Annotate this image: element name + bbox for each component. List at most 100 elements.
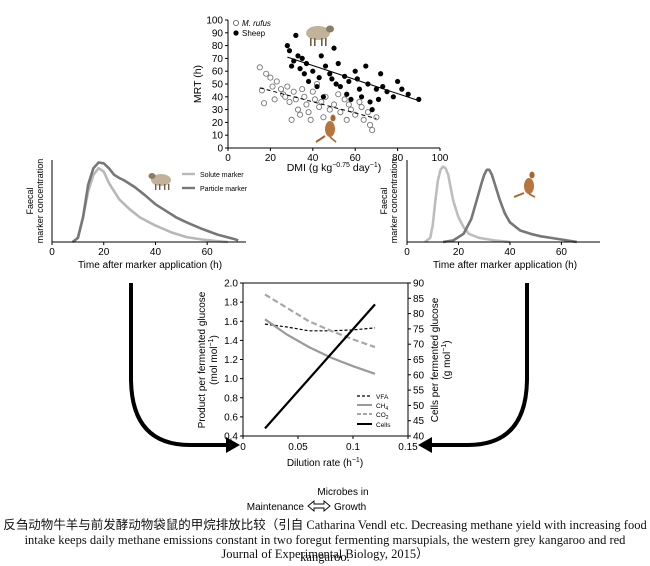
scatter-point-m-rufus <box>343 116 350 123</box>
bottom-ylabel-right: Cells per fermented glucose(g mol−1) <box>430 297 453 422</box>
legend-label-m-rufus: M. rufus <box>242 19 271 28</box>
scatter-point-m-rufus <box>326 106 333 113</box>
right-ticks-group: 0 20 40 60 <box>404 242 567 258</box>
scatter-point-sheep <box>358 94 365 100</box>
scatter-point-m-rufus <box>303 101 310 108</box>
kangaroo-illustration <box>315 114 337 143</box>
bottom-ytick-right-label: 70 <box>413 340 425 351</box>
scatter-point-m-rufus <box>290 88 297 95</box>
bottom-ytick-right-label: 45 <box>413 416 425 427</box>
scatter-point-m-rufus <box>337 109 344 116</box>
scatter-point-sheep <box>305 78 312 85</box>
scatter-point-m-rufus <box>269 83 276 90</box>
scatter-point-m-rufus <box>282 93 289 100</box>
bottom-xtick-label: 0 <box>240 442 246 453</box>
scatter-xtick-label: 60 <box>350 153 362 164</box>
scatter-xtick-label: 100 <box>432 153 449 164</box>
scatter-point-m-rufus <box>286 98 293 105</box>
scatter-xlabel-sup: −0.75 <box>332 162 350 169</box>
scatter-point-m-rufus <box>297 111 304 118</box>
bottom-ytick-right-label: 40 <box>413 432 425 443</box>
scatter-point-sheep <box>363 63 369 69</box>
scatter-point-m-rufus <box>356 98 363 105</box>
scatter-point-sheep <box>318 53 324 59</box>
scatter-point-sheep <box>335 60 341 67</box>
legend-marker-m-rufus <box>232 19 240 27</box>
series-line-ch4 <box>264 318 376 375</box>
left-legend-solute: Solute marker <box>200 172 244 179</box>
scatter-point-sheep <box>293 32 299 38</box>
bottom-ytick-right-label: 80 <box>413 309 425 320</box>
kangaroo-small-illustration <box>513 171 536 198</box>
scatter-point-m-rufus <box>267 74 274 81</box>
caption-line-1: 反刍动物牛羊与前发酵动物袋鼠的甲烷排放比较（引自 Catharina Vendl… <box>3 518 647 532</box>
scatter-point-m-rufus <box>345 101 352 108</box>
series-line-vfa <box>264 323 376 332</box>
scatter-ytick-label: 70 <box>212 54 224 65</box>
curve-particle-marker <box>442 168 578 244</box>
bottom-ylabel-left: Product per fermented glucose(mol mol−1) <box>197 291 220 428</box>
scatter-points-group <box>256 32 422 134</box>
dilution-rate-chart: 0 0.05 0.1 0.15 0.4 0.6 0.8 1.0 1.2 1.4 1.6 1.8 2.0 4… <box>197 279 453 470</box>
fit-line-m-rufus <box>259 87 377 120</box>
left-marker-curves <box>71 161 239 244</box>
scatter-point-m-rufus <box>284 83 291 90</box>
scatter-point-sheep <box>289 63 295 69</box>
scatter-point-sheep <box>286 48 293 54</box>
left-ylabel: Faecalmarker concentration <box>25 159 45 244</box>
scatter-point-sheep <box>299 55 305 62</box>
legend-marker-sheep <box>233 30 239 36</box>
legend-label-ch4: CH4 <box>376 403 388 412</box>
scatter-point-sheep <box>310 68 316 74</box>
legend-label-vfa: VFA <box>376 394 389 401</box>
scatter-ytick-label: 40 <box>212 92 224 103</box>
marker-xtick-label: 60 <box>556 247 568 258</box>
scatter-point-m-rufus <box>299 86 306 93</box>
bottom-ticks-group: 0 0.05 0.1 0.15 0.4 0.6 0.8 1.0 1.2 1.4 1.6 1.8 2.0 4… <box>224 279 424 454</box>
maintenance-label: Maintenance <box>247 502 305 513</box>
scatter-point-sheep <box>369 107 375 113</box>
marker-xtick-label: 40 <box>150 247 162 258</box>
right-marker-panel: 0 20 40 60 Time after marker application (h… <box>379 159 600 271</box>
legend-label-co2: CO2 <box>376 412 389 421</box>
scatter-point-m-rufus <box>277 86 285 93</box>
bottom-ytick-right-label: 65 <box>413 355 425 366</box>
bottom-ytick-left-label: 1.0 <box>224 374 238 385</box>
right-xlabel: Time after marker application (h) <box>433 260 577 271</box>
scatter-point-sheep <box>348 96 354 102</box>
bottom-xlabel: Dilution rate (h−1) <box>287 457 363 469</box>
marker-xtick-label: 0 <box>404 247 410 258</box>
scatter-xtick-label: 80 <box>392 153 404 164</box>
scatter-point-sheep <box>390 94 396 100</box>
scatter-point-sheep <box>399 86 405 92</box>
left-xlabel: Time after marker application (h) <box>78 260 222 271</box>
series-line-co2 <box>264 293 376 349</box>
scatter-point-m-rufus <box>288 116 295 123</box>
marker-xtick-label: 60 <box>202 247 214 258</box>
left-legend-particle: Particle marker <box>200 186 248 193</box>
double-arrow-icon <box>307 500 331 512</box>
marker-xtick-label: 0 <box>49 247 55 258</box>
scatter-point-sheep <box>356 86 363 92</box>
scatter-ytick-label: 50 <box>212 80 224 91</box>
scatter-point-sheep <box>333 81 339 87</box>
scatter-point-sheep <box>346 78 352 85</box>
series-line-cells <box>264 303 376 430</box>
scatter-ytick-label: 60 <box>212 67 224 78</box>
scatter-point-m-rufus <box>316 103 323 111</box>
scatter-ytick-label: 100 <box>206 16 223 27</box>
bottom-ytick-right-label: 50 <box>413 401 425 412</box>
scatter-ylabel: MRT (h) <box>192 65 204 103</box>
scatter-ytick-label: 0 <box>217 144 223 155</box>
bottom-ytick-left-label: 1.8 <box>224 298 238 309</box>
right-marker-curves <box>424 165 578 244</box>
scatter-point-sheep <box>301 71 307 77</box>
scatter-ytick-label: 20 <box>212 118 224 129</box>
scatter-point-m-rufus <box>271 96 278 103</box>
scatter-point-sheep <box>316 75 322 81</box>
scatter-point-sheep <box>320 94 326 100</box>
bottom-ytick-right-label: 85 <box>413 294 425 305</box>
sheep-illustration <box>306 25 334 46</box>
scatter-xtick-label: 40 <box>307 153 319 164</box>
scatter-point-sheep <box>405 91 411 97</box>
